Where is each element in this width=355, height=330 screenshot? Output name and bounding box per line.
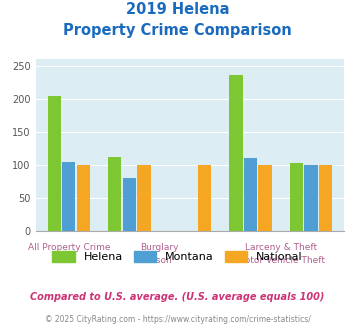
Bar	[258, 165, 272, 231]
Text: © 2025 CityRating.com - https://www.cityrating.com/crime-statistics/: © 2025 CityRating.com - https://www.city…	[45, 315, 310, 324]
Bar	[319, 165, 332, 231]
Text: Burglary: Burglary	[140, 243, 179, 252]
Bar	[62, 162, 76, 231]
Text: Motor Vehicle Theft: Motor Vehicle Theft	[237, 256, 325, 265]
Bar	[137, 165, 151, 231]
Text: Property Crime Comparison: Property Crime Comparison	[63, 23, 292, 38]
Text: Larceny & Theft: Larceny & Theft	[245, 243, 317, 252]
Bar	[123, 178, 136, 231]
Text: Arson: Arson	[147, 256, 173, 265]
Bar	[108, 157, 121, 231]
Bar	[244, 158, 257, 231]
Text: 2019 Helena: 2019 Helena	[126, 2, 229, 16]
Bar	[229, 75, 242, 231]
Bar	[198, 165, 211, 231]
Text: All Property Crime: All Property Crime	[28, 243, 110, 252]
Text: Compared to U.S. average. (U.S. average equals 100): Compared to U.S. average. (U.S. average …	[30, 292, 325, 302]
Bar	[290, 163, 303, 231]
Legend: Helena, Montana, National: Helena, Montana, National	[48, 247, 307, 267]
Bar	[77, 165, 90, 231]
Bar	[304, 165, 318, 231]
Bar	[48, 96, 61, 231]
